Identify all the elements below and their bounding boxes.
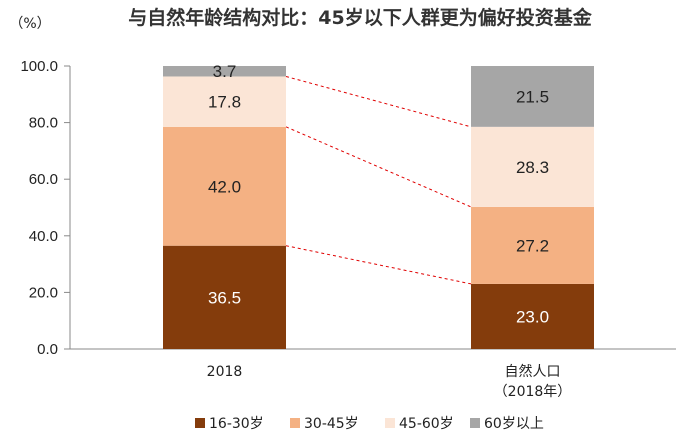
data-label: 3.7 — [213, 62, 237, 81]
bar-segment — [471, 206, 594, 284]
category-label-line2: （2018年） — [494, 384, 572, 400]
bar-segment — [163, 76, 286, 127]
series-connector-line — [285, 126, 472, 208]
data-label: 27.2 — [516, 236, 549, 255]
data-label: 23.0 — [516, 307, 549, 326]
y-tick-label: 80.0 — [29, 115, 58, 132]
bar-segment — [471, 283, 594, 349]
bar-segment — [163, 245, 286, 349]
y-axis-unit: （%） — [9, 16, 50, 32]
chart-title: 与自然年龄结构对比：45岁以下人群更为偏好投资基金 — [128, 6, 592, 29]
bar-segment — [163, 66, 286, 77]
legend-label: 60岁以上 — [484, 416, 544, 432]
legend-label: 16-30岁 — [209, 416, 264, 432]
y-tick-label: 20.0 — [29, 284, 58, 301]
y-tick-label: 40.0 — [29, 228, 58, 245]
data-label: 28.3 — [516, 158, 549, 177]
legend-label: 30-45岁 — [304, 416, 359, 432]
legend: 16-30岁 30-45岁 45-60岁 60岁以上 — [195, 416, 544, 432]
category-label: 2018 — [207, 364, 243, 380]
legend-swatch — [470, 418, 480, 428]
legend-swatch — [290, 418, 300, 428]
series-connector-line — [285, 245, 472, 285]
bar-segment — [163, 126, 286, 246]
category-label: 自然人口 — [505, 363, 561, 380]
data-label: 36.5 — [208, 288, 241, 307]
legend-swatch — [195, 418, 205, 428]
series-connector-line — [285, 75, 472, 128]
data-label: 21.5 — [516, 87, 549, 106]
y-tick-label: 60.0 — [29, 171, 58, 188]
data-label: 17.8 — [208, 93, 241, 112]
y-tick-label: 100.0 — [20, 58, 58, 75]
bar-segment — [471, 126, 594, 207]
y-tick-label: 0.0 — [37, 341, 58, 358]
data-label: 42.0 — [208, 177, 241, 196]
legend-label: 45-60岁 — [399, 416, 454, 432]
bar-segment — [471, 66, 594, 127]
legend-swatch — [385, 418, 395, 428]
